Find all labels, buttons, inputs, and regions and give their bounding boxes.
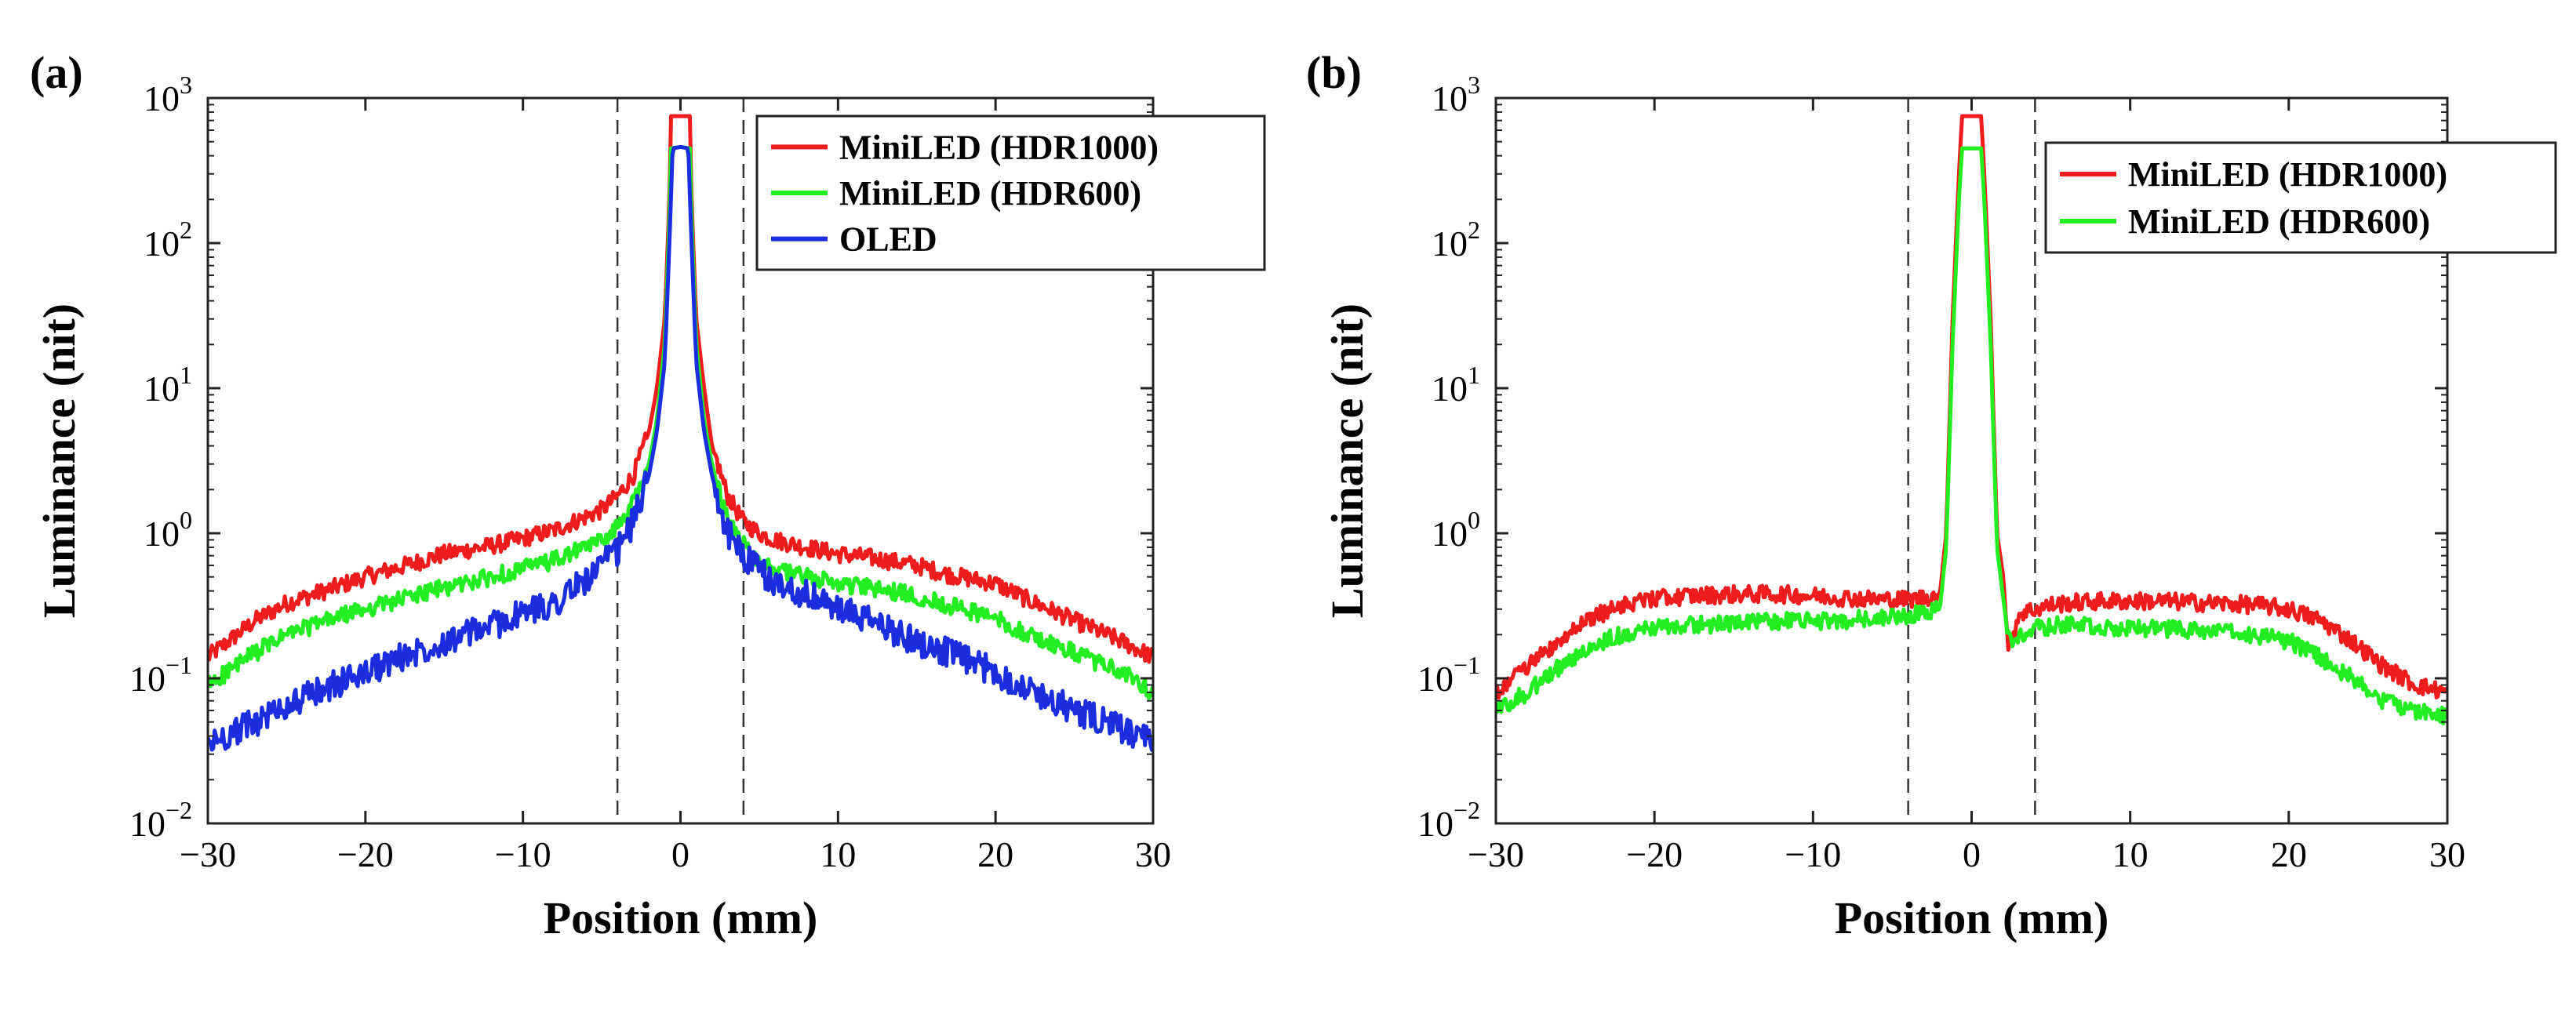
x-tick-label: 30 (1135, 834, 1171, 874)
series-line-miniled-hdr1000 (208, 114, 1153, 664)
x-tick-label: 20 (977, 834, 1013, 874)
series-line-oled (208, 144, 1153, 753)
y-tick-label: 100 (144, 506, 192, 554)
legend-entry-label: OLED (839, 220, 937, 259)
panel-a: (a) −30 −20 −10 0 10 20 30 10−2 10−1 100 101 102 103… (30, 47, 1266, 943)
y-tick-label: 103 (144, 71, 192, 118)
x-tick-label: 0 (671, 834, 689, 874)
y-tick-label: 101 (144, 361, 192, 409)
legend: MiniLED (HDR1000) MiniLED (HDR600) OLED (755, 114, 1266, 271)
x-tick-label: −10 (1785, 834, 1841, 874)
panel-label-a: (a) (30, 47, 83, 98)
y-tick-label: 102 (144, 216, 192, 263)
y-tick-label: 102 (1432, 216, 1480, 263)
x-tick-label: −20 (337, 834, 394, 874)
x-tick-label: −20 (1626, 834, 1683, 874)
y-tick-label: 10−2 (129, 796, 192, 844)
y-tick-label: 103 (1432, 71, 1480, 118)
x-tick-label: 30 (2429, 834, 2465, 874)
x-axis-label: Position (mm) (1835, 892, 2109, 943)
y-tick-label: 10−1 (1417, 651, 1480, 699)
x-tick-label: 10 (820, 834, 856, 874)
legend: MiniLED (HDR1000) MiniLED (HDR600) (2044, 141, 2557, 254)
y-tick-label: 100 (1432, 506, 1480, 554)
y-tick-label: 10−2 (1417, 796, 1480, 844)
plot-area-b: −30 −20 −10 0 10 20 30 10−2 10−1 100 101 102 103 Posi… (1322, 71, 2557, 943)
series-line-miniled-hdr1000 (1496, 114, 2447, 700)
y-axis-label: Luminance (nit) (34, 303, 85, 618)
x-tick-label: −10 (495, 834, 551, 874)
legend-entry-label: MiniLED (HDR1000) (839, 128, 1159, 166)
x-tick-label: −30 (1468, 834, 1524, 874)
y-axis-label: Luminance (nit) (1322, 303, 1373, 618)
series-group (1496, 114, 2447, 725)
panel-label-b: (b) (1306, 47, 1362, 98)
x-tick-label: 0 (1963, 834, 1981, 874)
x-tick-label: 20 (2271, 834, 2307, 874)
series-line-miniled-hdr600 (1496, 146, 2447, 725)
panel-b: (b) −30 −20 −10 0 10 20 30 10−2 10−1 100 101 102 103… (1306, 47, 2557, 943)
plot-area-a: −30 −20 −10 0 10 20 30 10−2 10−1 100 101 102 103 Posi… (34, 71, 1266, 943)
x-axis-label: Position (mm) (544, 892, 818, 943)
legend-entry-label: MiniLED (HDR600) (2128, 202, 2430, 241)
series-group (208, 114, 1153, 753)
x-tick-label: 10 (2112, 834, 2148, 874)
y-tick-label: 10−1 (129, 651, 192, 699)
legend-entry-label: MiniLED (HDR1000) (2128, 155, 2447, 194)
legend-entry-label: MiniLED (HDR600) (839, 174, 1141, 213)
y-tick-label: 101 (1432, 361, 1480, 409)
x-tick-label: −30 (180, 834, 236, 874)
